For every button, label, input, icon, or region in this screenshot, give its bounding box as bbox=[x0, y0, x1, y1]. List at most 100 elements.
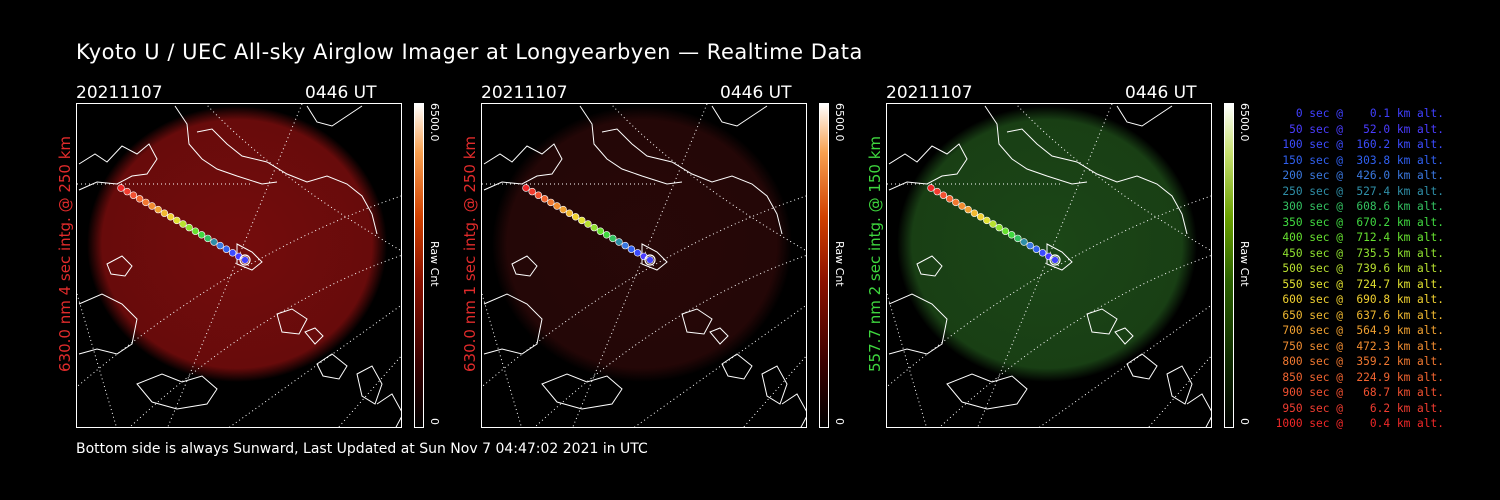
legend-entry: 250 sec @ 527.4 km alt. bbox=[1275, 184, 1444, 198]
panel-3-cbar-max: 6500.0 bbox=[1238, 103, 1251, 142]
legend-entry: 700 sec @ 564.9 km alt. bbox=[1275, 324, 1444, 337]
meridian-line bbox=[743, 355, 806, 427]
legend-entry: 100 sec @ 160.2 km alt. bbox=[1275, 138, 1444, 151]
trajectory-marker bbox=[976, 213, 985, 221]
coastline bbox=[356, 365, 383, 405]
trajectory-marker bbox=[1032, 245, 1041, 253]
legend-entry: 400 sec @ 712.4 km alt. bbox=[1275, 231, 1444, 244]
panel-3-cbar-unit: Raw Cnt bbox=[1238, 241, 1251, 287]
trajectory-marker bbox=[1026, 241, 1034, 250]
trajectory-marker bbox=[204, 234, 212, 243]
panel-2-ylabel: 630.0 nm 1 sec intg. @ 250 km bbox=[461, 135, 479, 372]
coastline bbox=[946, 373, 1028, 410]
map-svg bbox=[77, 104, 401, 427]
legend-entry: 800 sec @ 359.2 km alt. bbox=[1275, 355, 1444, 368]
coastline bbox=[641, 243, 668, 271]
coastline bbox=[304, 327, 324, 345]
coastline bbox=[1116, 105, 1173, 127]
legend-entry: 950 sec @ 6.2 km alt. bbox=[1275, 401, 1444, 415]
trajectory-marker bbox=[166, 213, 175, 221]
legend-entry: 650 sec @ 637.6 km alt. bbox=[1275, 308, 1444, 322]
trajectory-marker bbox=[228, 249, 237, 257]
coastline bbox=[78, 143, 158, 191]
coastline bbox=[721, 353, 753, 380]
coastline bbox=[761, 365, 788, 405]
trajectory-marker bbox=[216, 241, 224, 250]
meridian-line bbox=[338, 355, 401, 427]
panel-2-image bbox=[481, 103, 807, 428]
coastline bbox=[1126, 353, 1158, 380]
map-svg bbox=[482, 104, 806, 427]
coastline bbox=[888, 143, 968, 191]
trajectory-marker bbox=[222, 245, 231, 253]
latitude-line bbox=[482, 195, 806, 388]
trajectory-marker bbox=[621, 241, 629, 250]
panel-3-date: 20211107 bbox=[886, 83, 973, 103]
legend-entry: 750 sec @ 472.3 km alt. bbox=[1275, 339, 1444, 353]
panel-2-cbar-max: 6500.0 bbox=[833, 103, 846, 142]
trajectory-marker bbox=[1038, 249, 1047, 257]
trajectory-marker bbox=[1007, 231, 1016, 239]
coastline bbox=[276, 308, 308, 335]
trajectory-marker bbox=[1014, 234, 1022, 243]
panel-2-colorbar bbox=[819, 103, 829, 428]
trajectory-marker bbox=[602, 231, 611, 239]
coastline bbox=[1086, 308, 1118, 335]
trajectory-marker bbox=[117, 184, 125, 192]
coastline bbox=[78, 293, 138, 355]
latitude-line bbox=[887, 195, 1211, 388]
coastline bbox=[1186, 393, 1211, 427]
trajectory-marker bbox=[565, 209, 574, 217]
coastline bbox=[316, 353, 348, 380]
coastline bbox=[1114, 327, 1134, 345]
trajectory-marker bbox=[646, 256, 654, 264]
coastline bbox=[781, 393, 806, 427]
trajectory-marker bbox=[989, 220, 997, 228]
legend-entry: 50 sec @ 52.0 km alt. bbox=[1275, 122, 1444, 136]
station-marker bbox=[1049, 254, 1061, 266]
panel-2-time: 0446 UT bbox=[720, 83, 792, 103]
panel-3-cbar-min: 0 bbox=[1238, 418, 1251, 425]
trajectory-marker bbox=[241, 256, 249, 264]
coastline bbox=[541, 373, 623, 410]
panel-2-cbar-unit: Raw Cnt bbox=[833, 241, 846, 287]
legend-entry: 200 sec @ 426.0 km alt. bbox=[1275, 169, 1444, 182]
trajectory-marker bbox=[590, 223, 598, 232]
trajectory-marker bbox=[148, 202, 156, 210]
legend-entry: 600 sec @ 690.8 km alt. bbox=[1275, 293, 1444, 306]
coastline bbox=[916, 255, 943, 277]
panel-3-colorbar bbox=[1224, 103, 1234, 428]
trajectory-marker bbox=[633, 249, 642, 257]
panel-1-cbar-max: 6500.0 bbox=[428, 103, 441, 142]
panel-3-ylabel: 557.7 nm 2 sec intg. @ 150 km bbox=[866, 135, 884, 372]
coastline bbox=[1046, 243, 1073, 271]
coastline bbox=[511, 255, 538, 277]
panel-1-image bbox=[76, 103, 402, 428]
trajectory-marker bbox=[952, 198, 960, 207]
trajectory-marker bbox=[964, 205, 972, 214]
coastline bbox=[579, 105, 683, 185]
trajectory-marker bbox=[123, 187, 131, 196]
trajectory-marker bbox=[135, 195, 144, 203]
coastline bbox=[709, 327, 729, 345]
trajectory-marker bbox=[191, 227, 200, 235]
trajectory-marker bbox=[197, 231, 206, 239]
trajectory-marker bbox=[179, 220, 187, 228]
coastline bbox=[106, 255, 133, 277]
coastline bbox=[711, 105, 768, 127]
panel-1-cbar-min: 0 bbox=[428, 418, 441, 425]
panel-1-date: 20211107 bbox=[76, 83, 163, 103]
trajectory-marker bbox=[142, 198, 150, 207]
trajectory-marker bbox=[528, 187, 536, 196]
legend-entry: 300 sec @ 608.6 km alt. bbox=[1275, 200, 1444, 213]
trajectory-marker bbox=[553, 202, 561, 210]
trajectory-marker bbox=[958, 202, 966, 210]
trajectory-marker bbox=[927, 184, 935, 192]
legend-entry: 900 sec @ 68.7 km alt. bbox=[1275, 386, 1444, 399]
legend-entry: 350 sec @ 670.2 km alt. bbox=[1275, 215, 1444, 229]
station-marker bbox=[239, 254, 251, 266]
coastline bbox=[236, 243, 263, 271]
trajectory-marker bbox=[584, 220, 592, 228]
trajectory-marker bbox=[1051, 256, 1059, 264]
trajectory-marker bbox=[173, 216, 181, 225]
